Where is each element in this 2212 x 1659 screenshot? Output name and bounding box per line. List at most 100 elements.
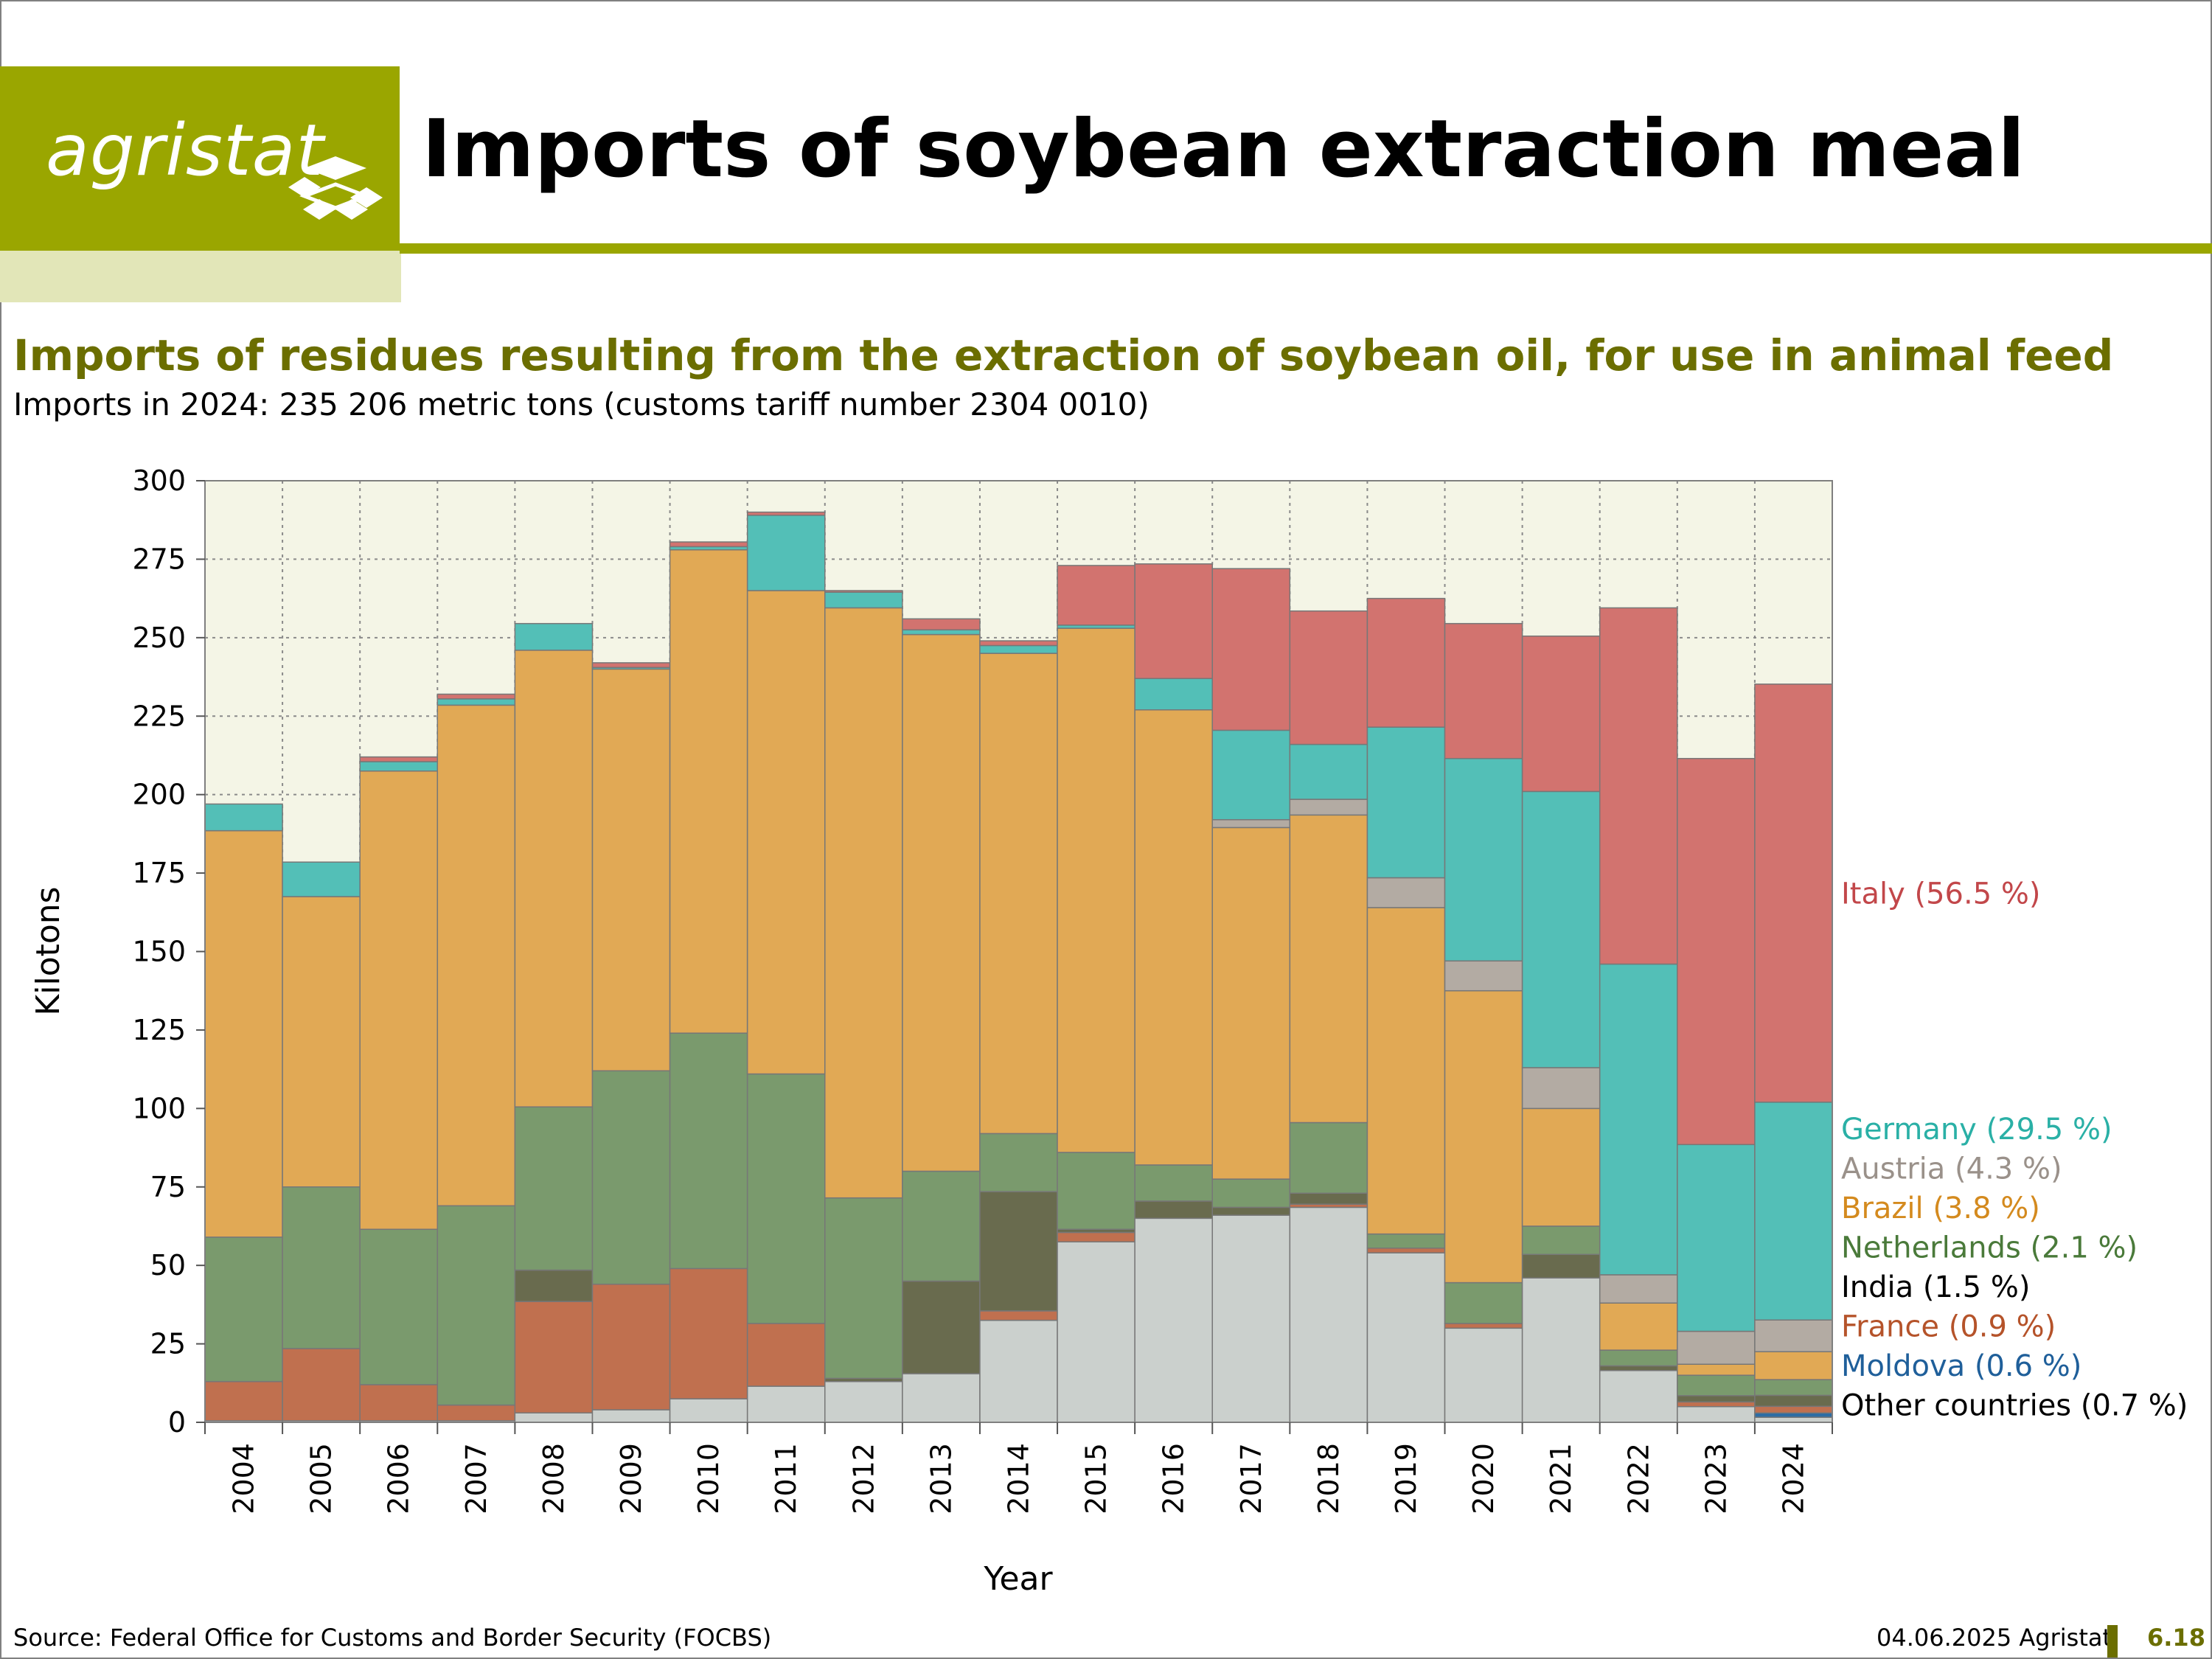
bar-segment-france	[1444, 1323, 1523, 1329]
bar-segment-brazil	[746, 590, 826, 1075]
bar-segment-other	[746, 1385, 826, 1423]
bar-segment-india	[1289, 1192, 1368, 1205]
x-tick-label: 2008	[538, 1443, 570, 1514]
bar-segment-italy	[1599, 607, 1678, 965]
bar-segment-netherlands	[979, 1133, 1058, 1192]
bar-segment-austria	[1289, 799, 1368, 816]
legend-label-austria: Austria (4.3 %)	[1841, 1152, 2062, 1186]
x-tick-label: 2021	[1545, 1443, 1577, 1514]
bar-segment-germany	[824, 591, 903, 609]
x-tick-label: 2019	[1390, 1443, 1422, 1514]
bar-segment-netherlands	[282, 1186, 361, 1349]
legend-label-france: France (0.9 %)	[1841, 1310, 2056, 1344]
bar-segment-italy	[902, 618, 981, 630]
bar-segment-austria	[1677, 1330, 1756, 1366]
chart-description: Imports in 2024: 235 206 metric tons (cu…	[13, 386, 1150, 422]
bar-segment-france	[359, 1384, 439, 1422]
bar-segment-germany	[204, 803, 283, 832]
bar-segment-brazil	[1677, 1363, 1756, 1376]
bar-segment-brazil	[282, 896, 361, 1188]
y-tick-label: 125	[132, 1014, 186, 1046]
bar-segment-netherlands	[1521, 1225, 1601, 1256]
bar-segment-austria	[1521, 1067, 1601, 1110]
logo-accent-band	[0, 251, 401, 302]
bar-segment-other	[514, 1412, 594, 1423]
x-tick-label: 2016	[1158, 1443, 1190, 1514]
bar-segment-italy	[437, 693, 516, 700]
x-tick-label: 2015	[1080, 1443, 1113, 1514]
bar-segment-netherlands	[359, 1228, 439, 1385]
bar-segment-netherlands	[1366, 1233, 1446, 1249]
bar-segment-netherlands	[1677, 1374, 1756, 1397]
bar-segment-brazil	[1289, 814, 1368, 1124]
bar-segment-other	[591, 1409, 671, 1423]
bar-segment-italy	[1366, 597, 1446, 728]
bar-segment-other	[979, 1319, 1058, 1423]
x-tick-label: 2007	[460, 1443, 493, 1514]
x-tick-label: 2010	[692, 1443, 725, 1514]
legend: Italy (56.5 %) Germany (29.5 %) Austria (4…	[1841, 877, 2188, 1422]
bar-segment-brazil	[824, 607, 903, 1199]
bar-segment-france	[1057, 1231, 1135, 1242]
title-rule	[400, 243, 2212, 254]
bar-segment-other	[1754, 1416, 1833, 1423]
bar-segment-italy	[1754, 684, 1833, 1103]
bar-segment-germany	[1521, 790, 1601, 1068]
bar-segment-italy	[746, 511, 826, 516]
bar-segment-austria	[1366, 877, 1446, 908]
y-tick-label: 275	[132, 543, 186, 575]
bar-segment-brazil	[1134, 709, 1213, 1166]
x-tick-label: 2011	[770, 1443, 802, 1514]
bar-segment-other	[669, 1398, 748, 1423]
bar-segment-other	[1289, 1206, 1368, 1423]
bar-segment-other	[1599, 1370, 1678, 1423]
page-marker	[2107, 1625, 2118, 1658]
bar-segment-france	[282, 1348, 361, 1422]
chart-subtitle: Imports of residues resulting from the e…	[13, 330, 2114, 380]
bar-segment-india	[979, 1191, 1058, 1312]
y-tick-label: 150	[132, 936, 186, 968]
y-tick-label: 75	[150, 1171, 186, 1203]
bar-segment-netherlands	[437, 1205, 516, 1406]
bar-segment-india	[1521, 1253, 1601, 1279]
bar-segment-other	[1366, 1252, 1446, 1423]
bar-segment-france	[746, 1323, 826, 1387]
bar-segment-italy	[1521, 635, 1601, 793]
bar-segment-germany	[282, 861, 361, 897]
bar-segment-india	[1134, 1200, 1213, 1220]
bar-segment-germany	[746, 515, 826, 591]
bar-segment-brazil	[437, 704, 516, 1207]
bar-segment-netherlands	[1211, 1178, 1291, 1208]
bar-segment-italy	[1057, 565, 1135, 626]
bar-segment-netherlands	[1134, 1164, 1213, 1202]
bar-segment-france	[204, 1380, 283, 1422]
bar-segment-austria	[1444, 960, 1523, 992]
bar-segment-germany	[514, 622, 594, 651]
bar-segment-france	[1754, 1405, 1833, 1413]
bar-segment-germany	[1289, 743, 1368, 800]
bar-segment-austria	[1754, 1319, 1833, 1352]
bar-segment-other	[1057, 1241, 1135, 1423]
bar-segment-brazil	[1754, 1351, 1833, 1380]
bar-segment-germany	[1754, 1102, 1833, 1321]
bar-segment-italy	[1444, 622, 1523, 759]
bar-segment-italy	[824, 590, 903, 593]
y-axis-title: Kilotons	[29, 886, 67, 1015]
bar-segment-germany	[1599, 963, 1678, 1276]
logo-text: agristat	[46, 109, 325, 192]
bar-segment-brazil	[514, 650, 594, 1107]
bar-segment-germany	[979, 644, 1058, 654]
bar-segment-india	[514, 1269, 594, 1302]
x-tick-label: 2017	[1235, 1443, 1267, 1514]
bar-segment-other	[1134, 1217, 1213, 1423]
bar-segment-italy	[1289, 610, 1368, 745]
bar-segment-germany	[437, 698, 516, 706]
source-note: Source: Federal Office for Customs and B…	[13, 1624, 772, 1652]
bar-segment-india	[1754, 1394, 1833, 1408]
bar-segment-france	[669, 1267, 748, 1399]
legend-label-brazil: Brazil (3.8 %)	[1841, 1192, 2040, 1225]
x-tick-label: 2022	[1622, 1443, 1655, 1514]
bar-segment-austria	[1599, 1274, 1678, 1304]
bar-segment-germany	[1211, 729, 1291, 821]
bar-segment-germany	[902, 629, 981, 636]
